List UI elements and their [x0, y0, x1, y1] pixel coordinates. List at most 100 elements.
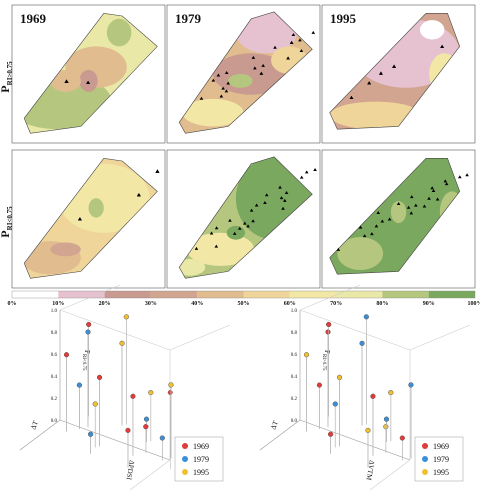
- colorbar-tick: 100%: [468, 301, 480, 307]
- legend-dot: [422, 469, 428, 475]
- z-tick: 0.0: [51, 419, 58, 424]
- point: [326, 330, 331, 335]
- colorbar-tick: 90%: [423, 301, 435, 307]
- map-panel: [167, 150, 320, 288]
- axis: [20, 420, 60, 450]
- point: [93, 402, 98, 407]
- legend-label: 1979: [433, 455, 449, 464]
- legend-label: 1995: [193, 468, 209, 477]
- map-panel: [322, 150, 475, 288]
- point: [148, 390, 153, 395]
- point: [409, 383, 414, 388]
- colorbar-tick: 50%: [238, 301, 250, 307]
- legend-dot: [422, 456, 428, 462]
- z-label: PRI>0.75: [321, 350, 331, 371]
- colorbar-cell: [197, 291, 243, 298]
- year-label: 1979: [175, 11, 202, 26]
- axis: [300, 310, 410, 350]
- colorbar-cell: [12, 291, 58, 298]
- z-tick: 0.8: [291, 331, 298, 336]
- point: [388, 390, 393, 395]
- point: [120, 341, 125, 346]
- axis: [260, 420, 300, 450]
- z-tick: 0.6: [51, 353, 58, 358]
- point: [88, 432, 93, 437]
- axis: [300, 420, 410, 460]
- legend-label: 1969: [193, 442, 209, 451]
- x-label: ΔVTM: [364, 460, 375, 482]
- y-label: ΔT: [269, 419, 280, 431]
- point: [366, 428, 371, 433]
- z-tick: 0.0: [291, 419, 298, 424]
- x-label: ΔPDSI: [124, 460, 135, 481]
- point: [97, 375, 102, 380]
- row-label-sub: RI<0.75: [6, 206, 14, 231]
- z-tick: 1.0: [51, 309, 58, 314]
- map-zone: [50, 242, 81, 256]
- year-label: 1995: [330, 11, 357, 26]
- map-zone: [79, 70, 97, 92]
- legend-dot: [182, 443, 188, 449]
- legend-label: 1969: [433, 442, 449, 451]
- point: [86, 330, 91, 335]
- point: [328, 432, 333, 437]
- point: [169, 383, 174, 388]
- point: [400, 436, 405, 441]
- colorbar-tick: 80%: [376, 301, 388, 307]
- map-panel: 1979: [167, 5, 320, 143]
- axis: [60, 420, 170, 460]
- row-label-main: P: [0, 230, 12, 237]
- legend-dot: [182, 456, 188, 462]
- year-label: 1969: [20, 11, 47, 26]
- z-tick: 0.2: [291, 397, 298, 402]
- legend-label: 1979: [193, 455, 209, 464]
- colorbar-cell: [429, 291, 475, 298]
- colorbar-cell: [151, 291, 197, 298]
- colorbar-tick: 40%: [191, 301, 203, 307]
- map-zone: [420, 20, 444, 39]
- point: [86, 322, 91, 327]
- axis: [60, 310, 170, 350]
- z-tick: 0.2: [51, 397, 58, 402]
- legend: 1969 1979 1995: [175, 437, 223, 481]
- colorbar-cell: [244, 291, 290, 298]
- z-label-sub: RI>0.75: [321, 354, 326, 371]
- legend-dot: [422, 443, 428, 449]
- point: [304, 352, 309, 357]
- point: [326, 322, 331, 327]
- z-label: PRI<0.75: [81, 350, 91, 371]
- z-label-sub: RI<0.75: [81, 354, 86, 371]
- point: [168, 390, 173, 395]
- point: [337, 375, 342, 380]
- legend-dot: [182, 469, 188, 475]
- point: [333, 402, 338, 407]
- map-zone: [107, 19, 131, 47]
- point: [317, 383, 322, 388]
- map-panel: [12, 150, 165, 288]
- map-zone: [228, 74, 252, 88]
- colorbar-tick: 30%: [145, 301, 157, 307]
- row-label-sub: RI>0.75: [6, 61, 14, 86]
- point: [160, 436, 165, 441]
- point: [144, 417, 149, 422]
- point: [77, 383, 82, 388]
- colorbar-tick: 60%: [284, 301, 296, 307]
- point: [360, 341, 365, 346]
- map-zone: [227, 226, 245, 240]
- row-label: PRI<0.75: [0, 206, 14, 238]
- z-tick: 0.8: [51, 331, 58, 336]
- scatter-3d: 0.00.20.40.60.81.0PRI>0.75ΔVTMΔT19691979…: [260, 285, 470, 490]
- colorbar-tick: 70%: [330, 301, 342, 307]
- point: [364, 315, 369, 320]
- axis: [170, 325, 230, 350]
- row-label-main: P: [0, 85, 12, 92]
- point: [124, 315, 129, 320]
- scatter-3d: 0.00.20.40.60.81.0PRI<0.75ΔPDSIΔT1969197…: [20, 285, 230, 490]
- colorbar-tick: 10%: [52, 301, 64, 307]
- z-tick: 0.4: [51, 375, 58, 380]
- colorbar-tick: 0%: [8, 301, 17, 307]
- colorbar-cell: [382, 291, 428, 298]
